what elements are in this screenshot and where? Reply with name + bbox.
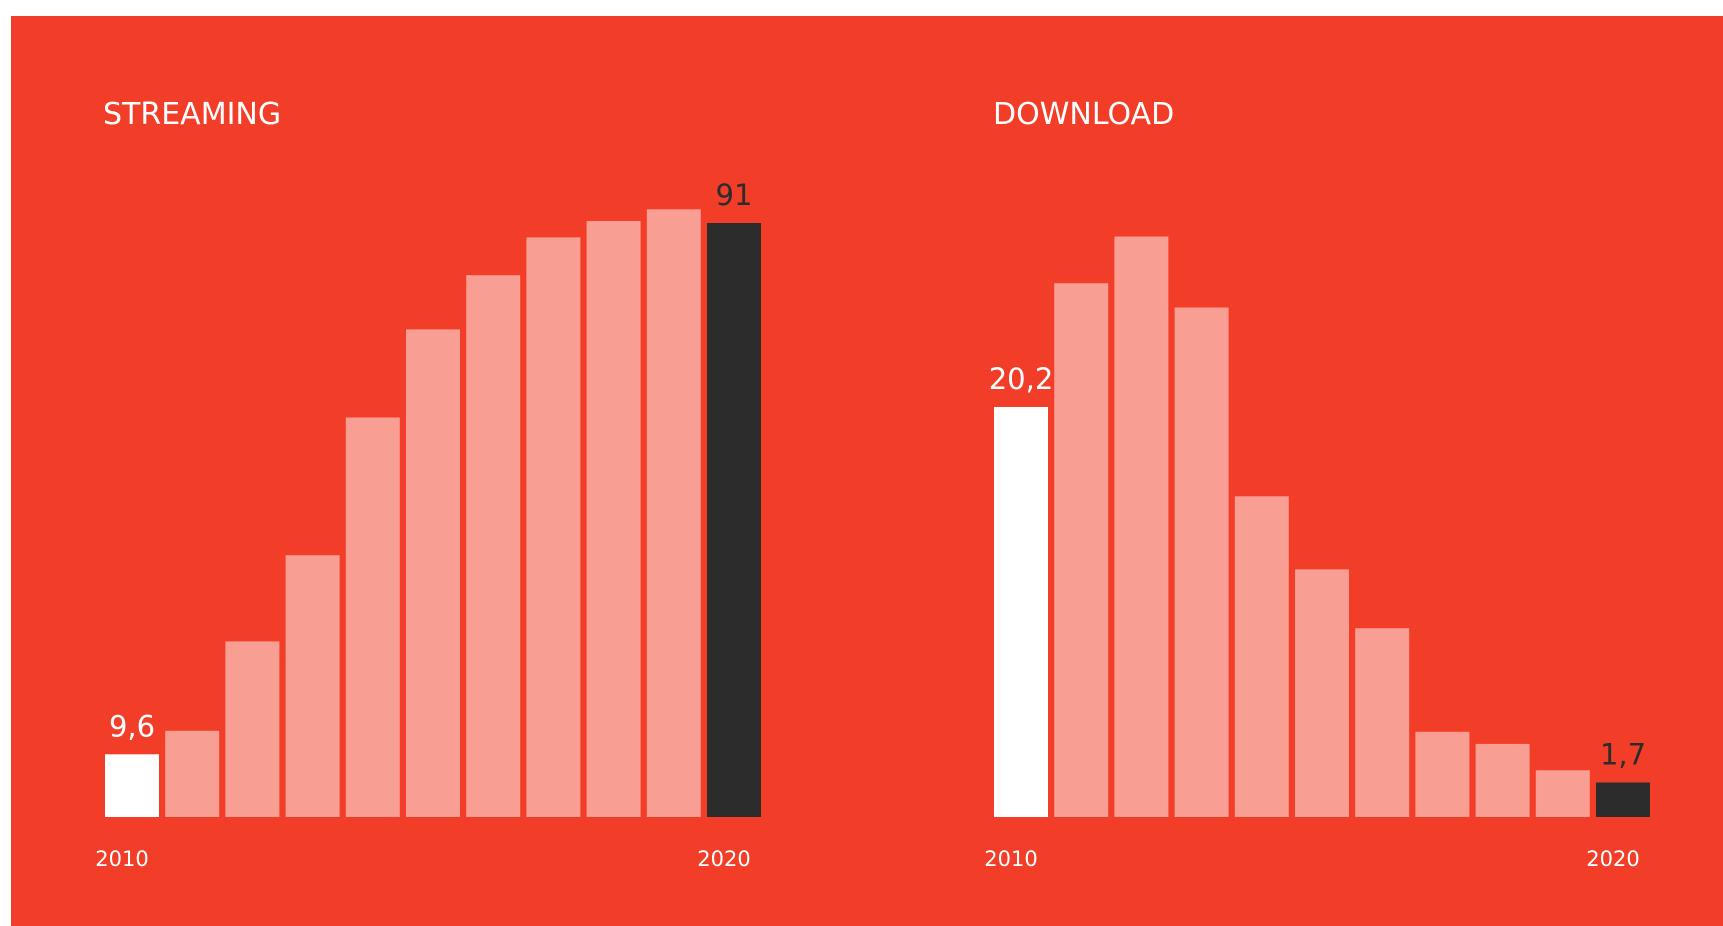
streaming-bar-2011 <box>165 730 220 817</box>
download-value-label-2010: 20,2 <box>989 362 1054 396</box>
download-chart-title: DOWNLOAD <box>993 97 1174 132</box>
streaming-bar-2018 <box>586 221 641 817</box>
download-x-tick-2010: 2010 <box>984 847 1037 871</box>
streaming-x-tick-2020: 2020 <box>697 847 750 871</box>
streaming-value-label-2020: 91 <box>716 178 753 212</box>
download-bar-2018 <box>1475 743 1530 817</box>
download-bar-2010 <box>994 407 1048 817</box>
streaming-bar-2013 <box>285 555 340 817</box>
download-bar-2013 <box>1174 307 1229 817</box>
download-bar-2020 <box>1596 782 1650 817</box>
streaming-bar-2016 <box>466 275 521 817</box>
download-value-label-2020: 1,7 <box>1600 738 1646 772</box>
streaming-chart: 9,6 91 2010 2020 <box>95 178 761 871</box>
download-bar-2019 <box>1535 770 1590 817</box>
download-chart: 20,2 1,7 2010 2020 <box>984 236 1650 871</box>
streaming-x-tick-2010: 2010 <box>95 847 148 871</box>
download-bar-2012 <box>1114 236 1169 817</box>
streaming-bar-2019 <box>646 209 701 818</box>
download-bar-2011 <box>1054 283 1109 817</box>
streaming-chart-title: STREAMING <box>103 97 281 132</box>
streaming-value-label-2010: 9,6 <box>109 709 155 743</box>
streaming-bar-2010 <box>105 754 159 817</box>
streaming-bar-2017 <box>526 237 581 817</box>
streaming-bar-2020 <box>707 223 761 817</box>
download-bar-2016 <box>1355 628 1410 817</box>
streaming-bar-2015 <box>406 329 460 817</box>
streaming-bar-2014 <box>345 417 400 817</box>
download-x-tick-2020: 2020 <box>1586 847 1639 871</box>
download-bar-2014 <box>1234 496 1289 817</box>
streaming-bar-2012 <box>225 641 280 817</box>
download-bar-2015 <box>1295 569 1349 817</box>
download-bar-2017 <box>1415 731 1470 817</box>
